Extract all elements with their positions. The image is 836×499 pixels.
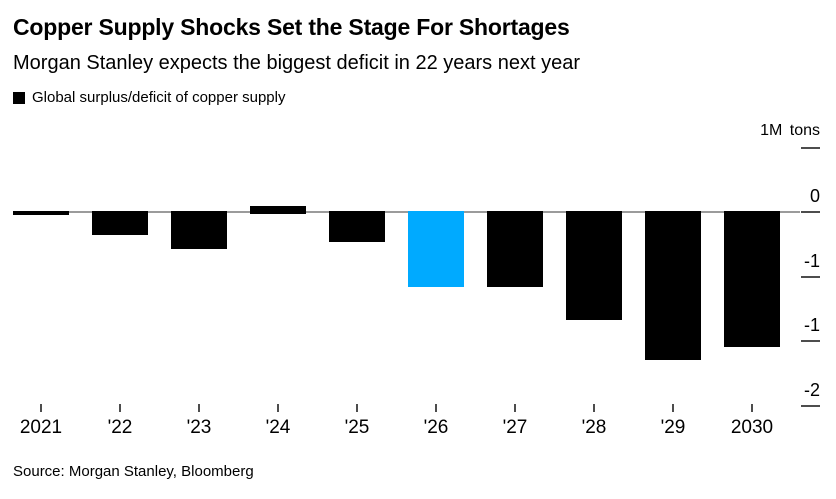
x-axis-tick (514, 404, 516, 412)
y-axis-tick (801, 275, 820, 278)
x-axis-tick (40, 404, 42, 412)
chart-title: Copper Supply Shocks Set the Stage For S… (13, 14, 570, 40)
bar-25 (329, 211, 385, 242)
zero-axis-line (13, 211, 800, 213)
y-axis-tick (801, 340, 820, 342)
y-axis-tick-label: 0 (809, 186, 820, 206)
bar-22 (92, 211, 148, 235)
x-axis-label: '27 (502, 417, 528, 438)
bar-2030 (724, 211, 780, 347)
bar-2021 (13, 211, 69, 215)
y-axis-tick-label: -2 (803, 379, 820, 400)
y-axis-tick-label: -1 (803, 315, 820, 335)
y-axis-tick-label: -1 (803, 250, 820, 271)
x-axis-label: '28 (581, 417, 607, 438)
y-axis-unit-label: 1M tons (760, 121, 820, 139)
chart-subtitle: Morgan Stanley expects the biggest defic… (13, 52, 580, 74)
bar-28 (566, 211, 622, 320)
legend: Global surplus/deficit of copper supply (13, 89, 285, 106)
x-axis-label: '25 (344, 417, 370, 438)
x-axis-tick (751, 404, 753, 412)
x-axis-tick (435, 404, 437, 412)
x-axis-tick (198, 404, 200, 412)
x-axis-label: '26 (423, 417, 449, 438)
y-axis-tick (801, 404, 820, 407)
legend-swatch-icon (13, 91, 25, 104)
x-axis-label: '24 (265, 417, 291, 438)
bar-29 (645, 211, 701, 360)
legend-label: Global surplus/deficit of copper supply (32, 89, 286, 106)
bar-27 (487, 211, 543, 287)
x-axis-tick (277, 404, 279, 412)
x-axis-tick (672, 404, 674, 412)
y-axis-tick (801, 211, 820, 213)
x-axis-tick (593, 404, 595, 412)
x-axis-label: '23 (186, 417, 212, 438)
source-note: Source: Morgan Stanley, Bloomberg (13, 463, 254, 480)
bar-23 (171, 211, 227, 249)
x-axis-label: 2030 (730, 417, 774, 438)
x-axis-label: '29 (660, 417, 686, 438)
x-axis-tick (356, 404, 358, 412)
x-axis-label: '22 (107, 417, 133, 438)
x-axis-label: 2021 (19, 417, 63, 438)
bar-26-highlighted (408, 211, 464, 287)
x-axis-tick (119, 404, 121, 412)
y-axis-tick (801, 146, 820, 149)
bar-24 (250, 206, 306, 214)
